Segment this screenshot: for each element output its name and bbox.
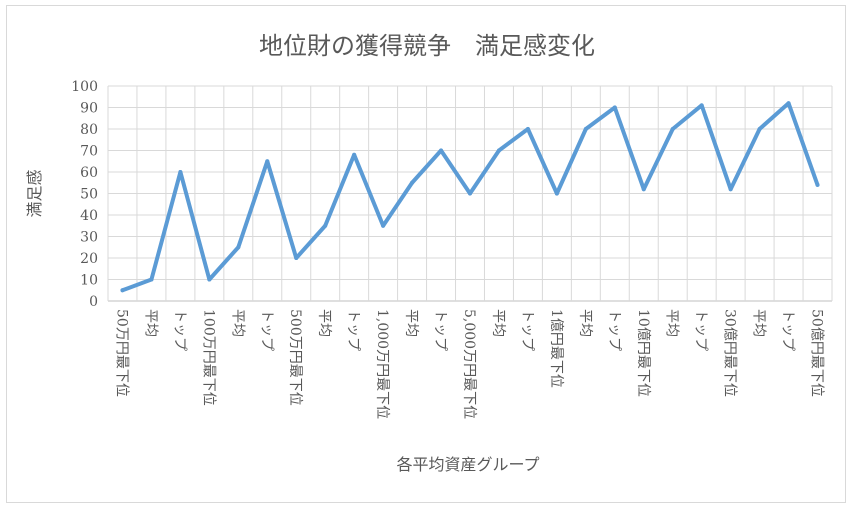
data-point bbox=[381, 223, 386, 228]
x-tick-label: 50万円最下位 bbox=[113, 309, 129, 397]
data-point bbox=[178, 170, 183, 174]
y-tick-label: 20 bbox=[80, 251, 98, 267]
y-tick-label: 80 bbox=[80, 122, 98, 138]
data-point bbox=[265, 159, 270, 164]
data-point bbox=[468, 191, 472, 196]
y-tick-label: 0 bbox=[89, 294, 98, 310]
y-axis-label: 満足感 bbox=[25, 169, 44, 217]
data-point bbox=[815, 182, 820, 187]
data-point bbox=[149, 277, 154, 282]
x-tick-label: 平均 bbox=[142, 309, 158, 337]
data-point bbox=[583, 127, 588, 131]
x-tick-label: トップ bbox=[258, 309, 274, 351]
x-tick-label: トップ bbox=[606, 309, 622, 351]
x-tick-label: 500万円最下位 bbox=[287, 309, 303, 406]
chart-title: 地位財の獲得競争 満足感変化 bbox=[259, 32, 595, 60]
data-point bbox=[554, 191, 559, 196]
y-tick-label: 100 bbox=[71, 79, 98, 95]
data-point bbox=[612, 105, 617, 110]
data-point bbox=[641, 187, 646, 192]
y-tick-label: 70 bbox=[80, 144, 98, 160]
y-tick-label: 30 bbox=[80, 230, 98, 246]
x-tick-label: 50億円最下位 bbox=[809, 309, 825, 397]
x-tick-label: 平均 bbox=[229, 309, 245, 337]
x-axis-ticks: 50万円最下位 平均 トップ 100万円最下位 平均 トップ 500万円最下位 平均 トップ 1,… bbox=[113, 309, 824, 419]
x-tick-label: 平均 bbox=[577, 309, 593, 337]
data-point bbox=[525, 127, 530, 131]
x-tick-label: トップ bbox=[171, 309, 187, 351]
chart-frame bbox=[6, 5, 846, 503]
x-tick-label: 平均 bbox=[751, 309, 767, 337]
data-point bbox=[236, 245, 241, 250]
data-point bbox=[352, 152, 357, 157]
data-point bbox=[294, 256, 299, 260]
data-point bbox=[410, 180, 415, 185]
x-tick-label: 30億円最下位 bbox=[722, 309, 738, 397]
x-tick-label: 10億円最下位 bbox=[635, 309, 651, 397]
x-tick-label: トップ bbox=[345, 309, 361, 351]
data-point bbox=[670, 127, 675, 131]
data-point bbox=[786, 101, 791, 106]
x-tick-label: 1,000万円最下位 bbox=[374, 309, 390, 419]
x-axis-label: 各平均資産グループ bbox=[396, 455, 539, 474]
y-tick-label: 60 bbox=[80, 165, 98, 181]
data-point bbox=[728, 187, 733, 192]
x-tick-label: トップ bbox=[519, 309, 535, 351]
x-tick-label: トップ bbox=[780, 309, 796, 351]
y-tick-label: 40 bbox=[80, 208, 98, 224]
x-tick-label: 5,000万円最下位 bbox=[461, 309, 477, 419]
x-tick-label: 平均 bbox=[490, 309, 506, 337]
y-tick-label: 10 bbox=[80, 273, 98, 289]
y-tick-label: 50 bbox=[80, 187, 98, 203]
x-tick-label: トップ bbox=[693, 309, 709, 351]
data-point bbox=[496, 148, 501, 153]
series-line bbox=[120, 101, 820, 293]
data-point bbox=[323, 223, 328, 228]
x-tick-label: 平均 bbox=[403, 309, 419, 337]
x-tick-label: 平均 bbox=[316, 309, 332, 337]
x-tick-label: トップ bbox=[432, 309, 448, 351]
y-tick-label: 90 bbox=[80, 101, 98, 117]
series-group bbox=[120, 101, 820, 293]
data-point bbox=[207, 277, 212, 282]
gridlines bbox=[107, 85, 833, 302]
data-point bbox=[699, 103, 704, 108]
x-tick-label: 100万円最下位 bbox=[200, 309, 216, 406]
x-tick-label: 平均 bbox=[664, 309, 680, 337]
data-point bbox=[757, 127, 762, 131]
data-point bbox=[120, 288, 125, 293]
x-tick-label: 1億円最下位 bbox=[548, 309, 564, 388]
data-point bbox=[439, 148, 444, 153]
y-axis-ticks: 0 10 20 30 40 50 60 70 80 90 100 bbox=[71, 79, 98, 310]
